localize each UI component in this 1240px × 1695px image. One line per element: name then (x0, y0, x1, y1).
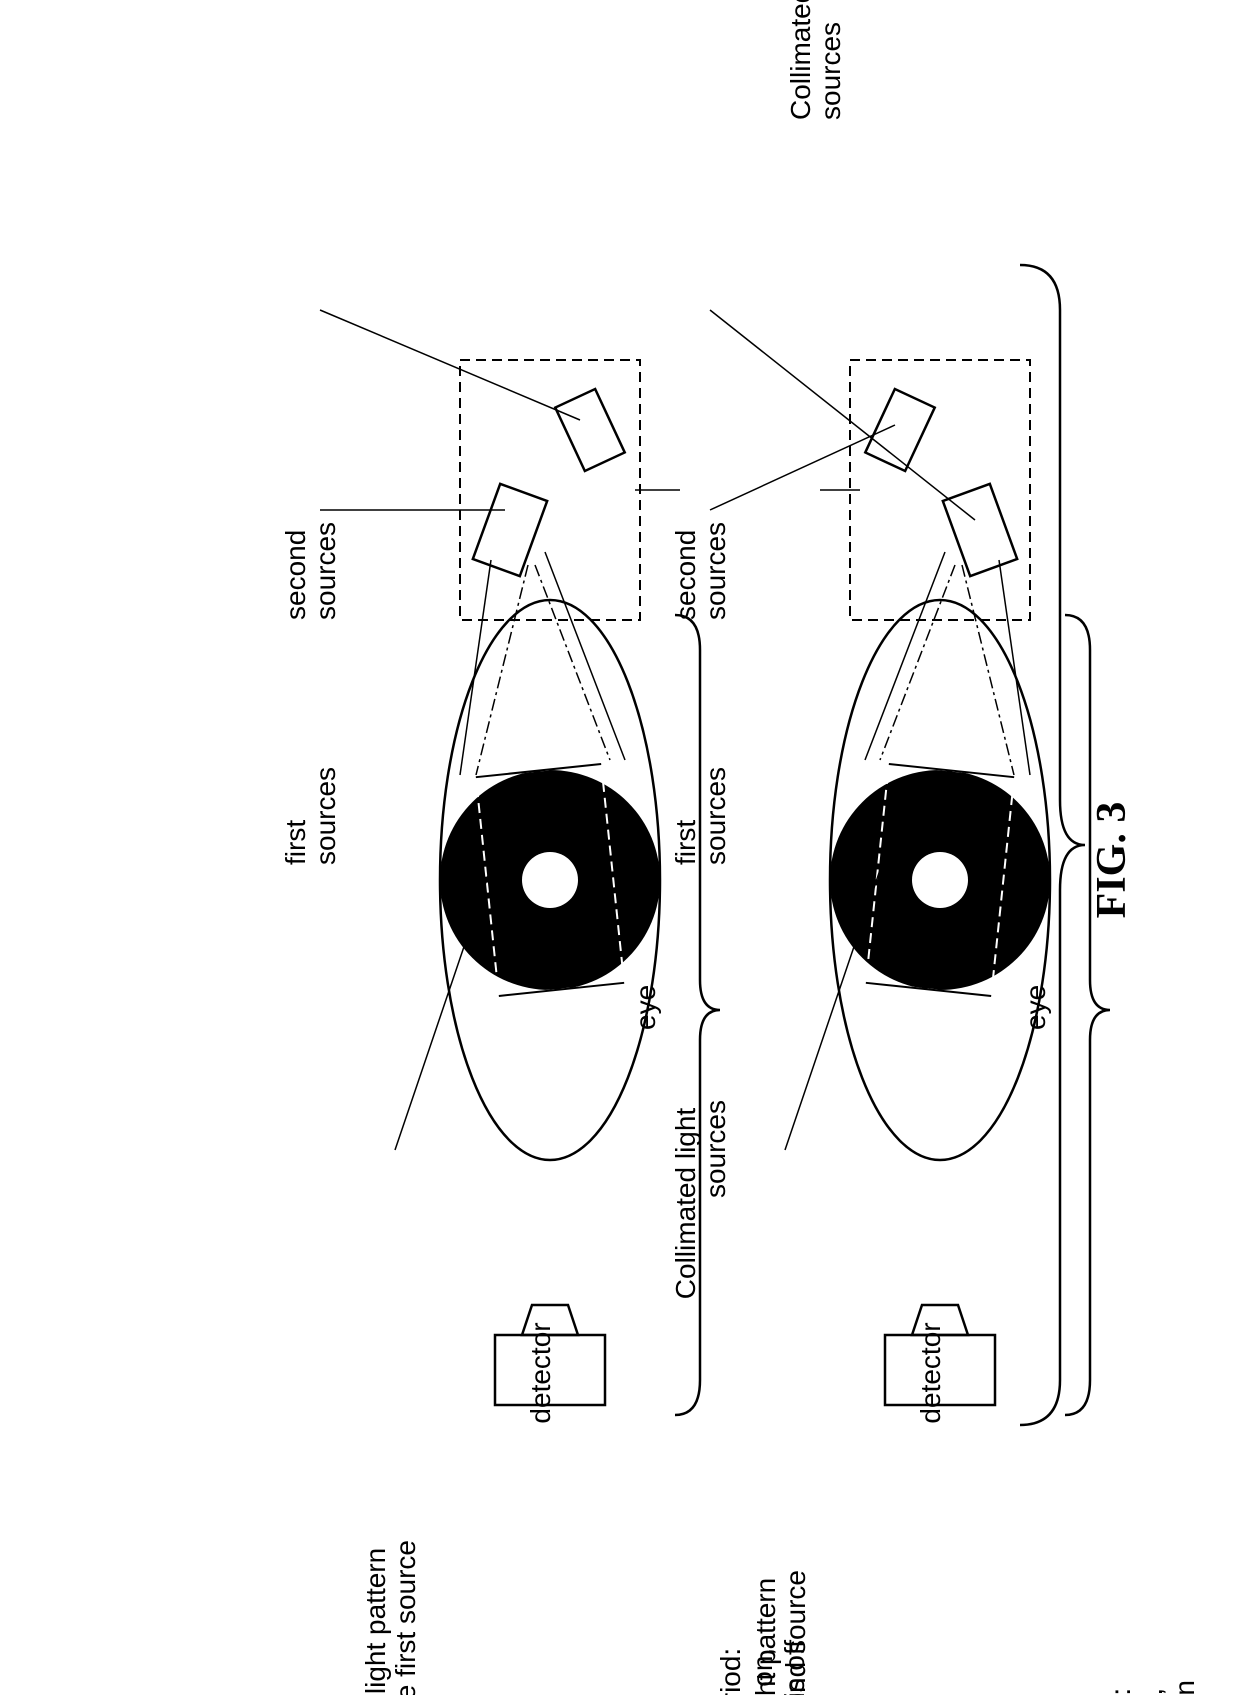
first-sources-label-1: first sources (280, 767, 341, 865)
second-source-1 (555, 389, 624, 471)
sources-box-label-2: Collimated light sources (785, 0, 846, 120)
pupil-2 (912, 852, 968, 908)
pattern-label-1: Eye illuminating light pattern generated… (360, 1540, 421, 1695)
pattern-label-2: Eye illuminating light pattern generated… (750, 1570, 811, 1695)
first-sources-label-2: first sources (670, 767, 731, 865)
detector-2: detector (885, 1305, 995, 1424)
eye-label-2: eye (1020, 985, 1051, 1030)
panel1-labels: first sources second sources Collimated … (280, 522, 810, 1695)
pupil-1 (522, 852, 578, 908)
period-brace-2 (1065, 615, 1110, 1415)
sources-box-label-1: Collimated light sources (670, 1100, 731, 1299)
ray2-2 (880, 565, 955, 760)
period-label-2: Second sensor operation period: first so… (1105, 1680, 1200, 1695)
first-source-1 (473, 484, 547, 576)
ray1-1 (476, 565, 528, 775)
eye-label-1: eye (630, 985, 661, 1030)
panel-1: eye (320, 310, 720, 1424)
detector-1: detector (495, 1305, 605, 1424)
second-sources-label-2: second sources (670, 522, 731, 620)
sources-box-1 (460, 360, 640, 620)
ray1-2 (962, 565, 1014, 775)
ray2-1 (535, 565, 610, 760)
second-source-2 (943, 484, 1017, 576)
svg-text:detector: detector (525, 1322, 556, 1423)
pattern-leader-2 (785, 870, 880, 1150)
svg-text:detector: detector (915, 1322, 946, 1423)
first-source-2 (865, 389, 934, 471)
svg-text:FIG. 3: FIG. 3 (1089, 802, 1135, 919)
sources-box-2 (850, 360, 1030, 620)
figure-title: FIG. 3 (1089, 802, 1135, 919)
panel-2: eye detector (710, 310, 1110, 1424)
pattern-leader-1 (395, 870, 490, 1150)
second-sources-label-1: second sources (280, 522, 341, 620)
